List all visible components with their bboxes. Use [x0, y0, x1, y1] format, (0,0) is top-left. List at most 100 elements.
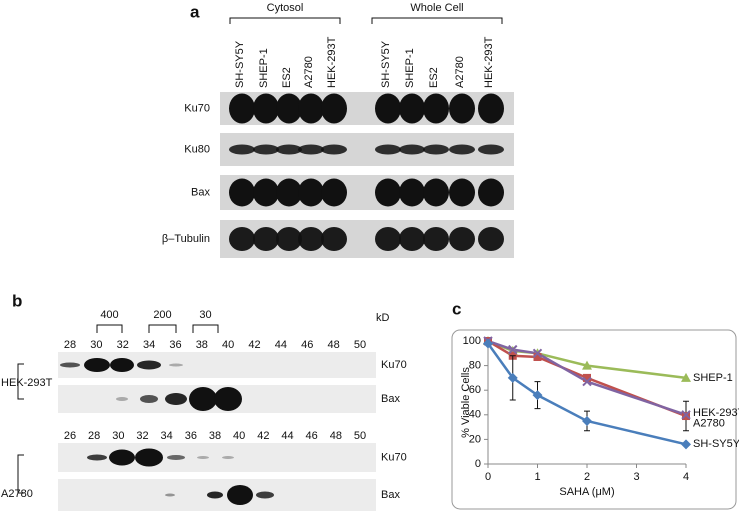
band — [135, 448, 163, 467]
lane-label: HEK-293T — [483, 36, 495, 88]
band — [189, 387, 217, 411]
band — [169, 363, 183, 367]
band — [253, 144, 279, 155]
lane-label: SH-SY5Y — [380, 40, 392, 88]
marker-bracket — [96, 324, 123, 333]
band — [84, 358, 110, 372]
row-label: Bax — [381, 393, 400, 405]
fraction-label: 40 — [222, 339, 234, 351]
band — [227, 485, 253, 505]
band — [165, 493, 175, 497]
series-label: SH-SY5Y — [693, 438, 739, 450]
group-label: Whole Cell — [410, 2, 463, 14]
panel-label: b — [12, 291, 22, 310]
band — [423, 93, 449, 124]
band — [197, 456, 209, 459]
point — [532, 390, 543, 401]
band — [276, 178, 302, 207]
point — [508, 344, 518, 355]
point — [532, 348, 543, 359]
band — [229, 178, 255, 207]
band — [321, 144, 347, 155]
panel-label: c — [452, 299, 461, 318]
fraction-label: 36 — [185, 430, 197, 442]
y-tick-label: 100 — [463, 335, 481, 347]
row-label: Ku80 — [184, 143, 210, 155]
panel-label: a — [190, 2, 200, 21]
band — [399, 93, 425, 124]
cell-line-label: A2780 — [1, 488, 33, 500]
band — [109, 449, 135, 466]
band — [399, 178, 425, 207]
y-tick-label: 0 — [475, 458, 481, 470]
band — [298, 93, 324, 124]
band — [321, 178, 347, 207]
band — [298, 227, 324, 251]
band — [298, 144, 324, 155]
band — [321, 93, 347, 124]
point — [681, 439, 691, 450]
point — [483, 338, 493, 349]
band — [449, 227, 475, 251]
lane-label: SHEP-1 — [258, 48, 270, 88]
side-bracket — [17, 363, 24, 400]
y-tick-label: 40 — [469, 409, 481, 421]
lane-label: A2780 — [303, 56, 315, 88]
point — [582, 376, 592, 387]
band — [449, 144, 475, 155]
lane-label: HEK-293T — [326, 36, 338, 88]
band — [229, 227, 255, 251]
band — [375, 178, 401, 207]
band — [137, 360, 161, 370]
bracket — [371, 17, 503, 24]
fraction-label: 30 — [112, 430, 124, 442]
band — [423, 178, 449, 207]
marker-bracket — [192, 324, 219, 333]
band — [321, 227, 347, 251]
band — [110, 358, 134, 372]
fraction-label: 48 — [328, 339, 340, 351]
lane-label: ES2 — [428, 67, 440, 88]
row-label: Bax — [191, 186, 210, 198]
fraction-label: 34 — [161, 430, 173, 442]
fraction-label: 34 — [143, 339, 155, 351]
point — [582, 360, 592, 370]
band — [253, 178, 279, 207]
band — [253, 93, 279, 124]
band — [222, 456, 234, 459]
point — [583, 373, 591, 382]
x-tick-label: 1 — [534, 471, 540, 483]
x-axis-label: SAHA (μM) — [559, 486, 614, 498]
band — [116, 397, 128, 401]
band — [207, 491, 223, 499]
x-tick-label: 3 — [633, 471, 639, 483]
point — [681, 372, 691, 382]
band — [167, 455, 185, 460]
band — [140, 395, 158, 403]
point — [507, 372, 518, 383]
band — [229, 93, 255, 124]
row-label: β–Tubulin — [162, 233, 210, 245]
fraction-label: 26 — [64, 430, 76, 442]
fraction-label: 38 — [196, 339, 208, 351]
row-label: Ku70 — [184, 102, 210, 114]
band — [298, 178, 324, 207]
fraction-label: 48 — [330, 430, 342, 442]
fraction-label: 44 — [275, 339, 287, 351]
band — [276, 93, 302, 124]
lane-label: ES2 — [281, 67, 293, 88]
group-label: Cytosol — [267, 2, 304, 14]
band — [87, 454, 107, 461]
band — [214, 387, 242, 411]
band — [375, 227, 401, 251]
lane-label: SHEP-1 — [404, 48, 416, 88]
bracket — [229, 17, 341, 24]
x-tick-label: 2 — [584, 471, 590, 483]
band — [478, 227, 504, 251]
band — [375, 144, 401, 155]
fraction-label: 50 — [354, 339, 366, 351]
series-line — [487, 339, 687, 380]
band — [253, 227, 279, 251]
fraction-label: 38 — [209, 430, 221, 442]
